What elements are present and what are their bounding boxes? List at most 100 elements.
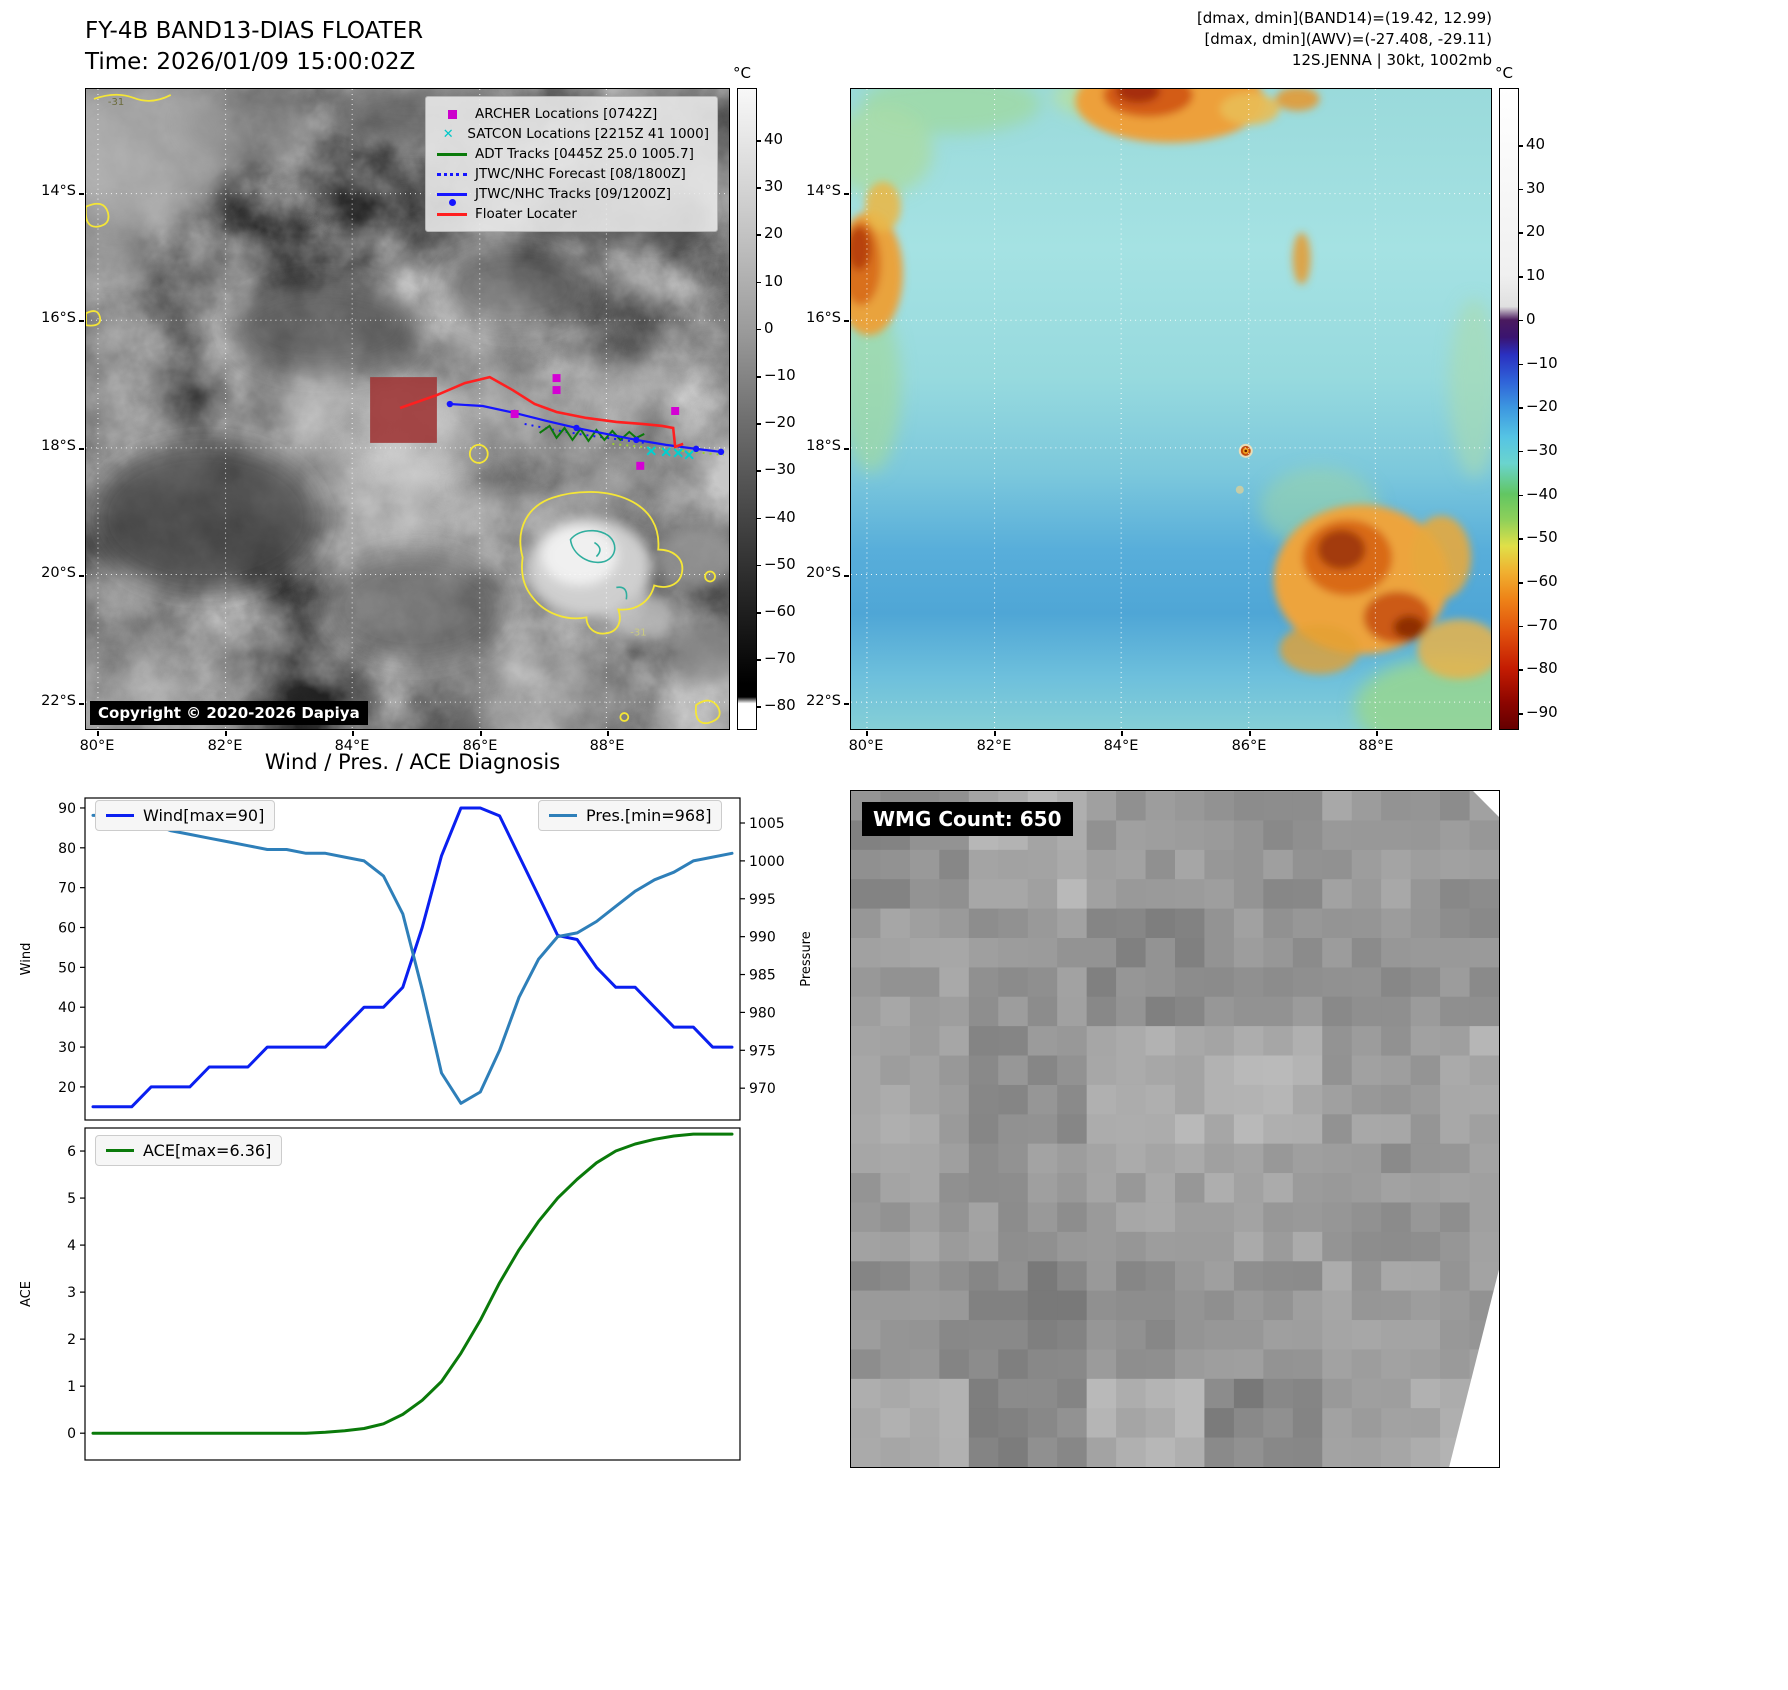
axis-tick — [1519, 450, 1523, 453]
awv-map — [850, 88, 1492, 730]
svg-text:4: 4 — [67, 1238, 76, 1254]
contour-label: -31 — [630, 627, 646, 638]
archer-location-markers — [510, 374, 680, 470]
band14-stats-label: [dmax, dmin](BAND14)=(19.42, 12.99) — [1196, 9, 1492, 27]
chart-legend-label: Wind[max=90] — [143, 806, 265, 825]
axis-tick — [757, 187, 761, 189]
axis-tick — [757, 706, 761, 708]
svg-text:40: 40 — [58, 1000, 76, 1016]
axis-tick — [79, 575, 84, 577]
colorbar-tick-label: 40 — [1526, 135, 1546, 153]
axis-tick — [757, 517, 761, 520]
ir-colorbar — [737, 88, 757, 730]
axis-tick — [97, 731, 99, 736]
svg-text:995: 995 — [749, 892, 776, 908]
lon-tick-label: 86°E — [1231, 738, 1267, 754]
svg-text:970: 970 — [749, 1081, 776, 1097]
x-marker-icon: ✕ — [442, 126, 454, 142]
colorbar-tick-label: −20 — [1526, 397, 1558, 416]
colorbar-tick-label: 10 — [764, 271, 784, 290]
svg-text:1: 1 — [67, 1379, 76, 1395]
svg-text:2: 2 — [67, 1332, 76, 1348]
lat-tick-label: 16°S — [806, 310, 841, 326]
legend-item-label: JTWC/NHC Forecast [08/1800Z] — [475, 166, 686, 182]
line-marker-icon — [434, 152, 470, 156]
svg-text:20: 20 — [58, 1080, 76, 1096]
axis-tick — [1519, 145, 1523, 147]
svg-text:1005: 1005 — [749, 816, 785, 832]
axis-tick — [79, 448, 84, 450]
legend-item: JTWC/NHC Tracks [09/1200Z] — [434, 184, 709, 206]
legend-item-label: Floater Locater — [475, 206, 577, 222]
axis-tick — [480, 731, 482, 736]
svg-text:30: 30 — [58, 1040, 76, 1056]
awv-stats-label: [dmax, dmin](AWV)=(-27.408, -29.11) — [1204, 30, 1492, 48]
colorbar-tick-label: −80 — [1526, 659, 1558, 678]
axis-tick — [79, 320, 84, 322]
axis-tick — [1519, 582, 1523, 584]
lon-tick-label: 88°E — [589, 738, 625, 754]
series-line — [91, 813, 734, 1105]
colorbar-tick-label: −80 — [764, 696, 796, 715]
svg-text:975: 975 — [749, 1043, 776, 1059]
legend-item: ✕ SATCON Locations [2215Z 41 1000] — [434, 124, 709, 144]
axis-tick — [757, 564, 761, 567]
ir-panel-title: FY-4B BAND13-DIAS FLOATER Time: 2026/01/… — [85, 16, 423, 78]
svg-text:Pressure: Pressure — [799, 931, 814, 987]
axis-tick — [79, 193, 84, 195]
svg-text:Wind: Wind — [19, 943, 34, 976]
lon-tick-label: 86°E — [462, 738, 498, 754]
chart-legend: Wind[max=90] — [95, 800, 276, 831]
lat-tick-label: 22°S — [41, 693, 76, 709]
floater-locater-track — [399, 375, 684, 449]
lon-tick-label: 88°E — [1358, 738, 1394, 754]
lon-tick-label: 84°E — [1103, 738, 1139, 754]
legend-item: JTWC/NHC Forecast [08/1800Z] — [434, 164, 709, 184]
colorbar-tick-label: −70 — [764, 649, 796, 668]
axis-tick — [225, 731, 227, 736]
contour-label: -31 — [108, 97, 124, 108]
axis-tick — [607, 731, 609, 736]
colorbar-tick-label: −70 — [1526, 615, 1558, 634]
colorbar-tick-label: −50 — [1526, 528, 1558, 547]
axis-tick — [757, 376, 761, 378]
lat-tick-label: 18°S — [41, 438, 76, 454]
axis-tick — [866, 731, 868, 736]
square-marker-icon — [434, 109, 470, 119]
legend-line-sample — [106, 1148, 134, 1153]
colorbar-tick-label: 0 — [1526, 309, 1536, 328]
colorbar-tick-label: 20 — [1526, 222, 1546, 241]
lat-tick-label: 20°S — [806, 565, 841, 581]
satellite-product-title: FY-4B BAND13-DIAS FLOATER — [85, 18, 424, 44]
axis-tick — [1519, 319, 1523, 322]
storm-id-label: 12S.JENNA | 30kt, 1002mb — [1291, 51, 1492, 69]
ir-temp-contours — [86, 93, 721, 725]
svg-text:5: 5 — [67, 1191, 76, 1207]
ir-map-legend: ARCHER Locations [0742Z] ✕ SATCON Location… — [425, 96, 718, 232]
colorbar-tick-label: 20 — [764, 224, 784, 243]
legend-item-label: JTWC/NHC Tracks [09/1200Z] — [475, 186, 672, 202]
lon-tick-label: 80°E — [848, 738, 884, 754]
storm-center-dot — [1235, 443, 1253, 494]
legend-item: Floater Locater — [434, 204, 709, 224]
lon-tick-label: 84°E — [334, 738, 370, 754]
lat-tick-label: 20°S — [41, 565, 76, 581]
axis-tick — [1519, 188, 1523, 191]
colorbar-tick-label: −30 — [1526, 440, 1558, 459]
ir-inner-contours — [569, 529, 628, 600]
axis-tick — [844, 575, 849, 577]
colorbar-tick-label: −90 — [1526, 703, 1558, 722]
colorbar-tick-label: −50 — [764, 554, 796, 573]
svg-text:50: 50 — [58, 960, 76, 976]
awv-gridlines — [851, 89, 1491, 729]
copyright-badge: Copyright © 2020-2026 Dapiya — [90, 701, 368, 725]
axis-tick — [1376, 731, 1378, 736]
axis-tick — [994, 731, 996, 736]
lat-tick-label: 14°S — [41, 183, 76, 199]
ir-cold-cloud-blob — [527, 517, 729, 683]
lat-tick-label: 14°S — [806, 183, 841, 199]
swath-edge — [1473, 791, 1499, 817]
svg-text:985: 985 — [749, 968, 776, 984]
chart-legend: Pres.[min=968] — [538, 800, 723, 831]
